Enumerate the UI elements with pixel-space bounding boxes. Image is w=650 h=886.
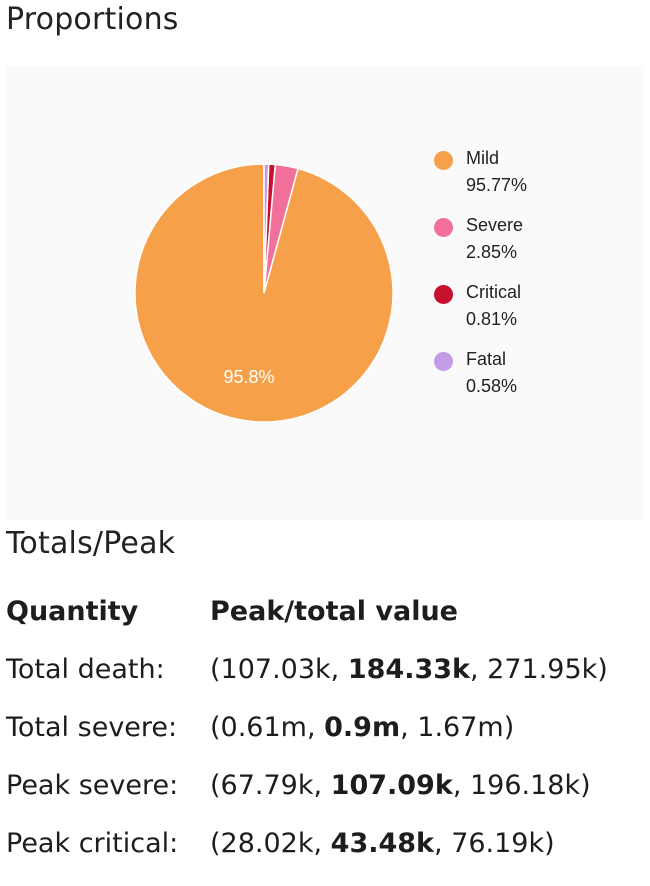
- row-label: Total severe:: [6, 712, 178, 743]
- row-value: (28.02k, 43.48k, 76.19k): [210, 828, 555, 859]
- value-low: 67.79k: [220, 770, 314, 801]
- value-high: 1.67m: [417, 712, 504, 743]
- legend-percent: 0.58%: [466, 376, 518, 396]
- row-value: (0.61m, 0.9m, 1.67m): [210, 712, 515, 743]
- row-label: Total death:: [6, 654, 165, 685]
- value-mid: 43.48k: [330, 828, 435, 859]
- pie-chart: 95.8%: [134, 163, 394, 423]
- value-mid: 0.9m: [324, 712, 401, 743]
- legend-label: Mild: [466, 148, 500, 168]
- legend-label: Critical: [466, 282, 522, 302]
- header-quantity: Quantity: [6, 596, 139, 627]
- legend-label: Severe: [466, 215, 524, 235]
- value-high: 76.19k: [451, 828, 545, 859]
- row-value: (67.79k, 107.09k, 196.18k): [210, 770, 591, 801]
- legend-percent: 0.81%: [466, 309, 518, 329]
- legend-percent: 95.77%: [466, 175, 528, 195]
- proportions-title: Proportions: [6, 2, 179, 37]
- legend-percent: 2.85%: [466, 242, 518, 262]
- header-peak-total-value: Peak/total value: [210, 596, 458, 627]
- pie-chart-panel: 95.8% Mild 95.77% Severe 2.85% Critical …: [6, 66, 644, 520]
- legend-label: Fatal: [466, 349, 507, 369]
- value-low: 28.02k: [220, 828, 314, 859]
- pie-slice-label: 95.8%: [223, 367, 274, 387]
- legend-dot-mild: [434, 151, 453, 170]
- value-low: 107.03k: [220, 654, 331, 685]
- value-low: 0.61m: [220, 712, 307, 743]
- value-high: 196.18k: [469, 770, 581, 801]
- legend-dot-fatal: [434, 352, 453, 371]
- row-label: Peak critical:: [6, 828, 179, 859]
- row-value: (107.03k, 184.33k, 271.95k): [210, 654, 608, 685]
- value-mid: 107.09k: [330, 770, 453, 801]
- row-label: Peak severe:: [6, 770, 179, 801]
- legend-dot-severe: [434, 218, 453, 237]
- pie-slice-fatal[interactable]: [263, 163, 270, 294]
- totals-peak-title: Totals/Peak: [6, 526, 176, 561]
- value-mid: 184.33k: [347, 654, 470, 685]
- value-high: 271.95k: [487, 654, 598, 685]
- legend-dot-critical: [434, 285, 453, 304]
